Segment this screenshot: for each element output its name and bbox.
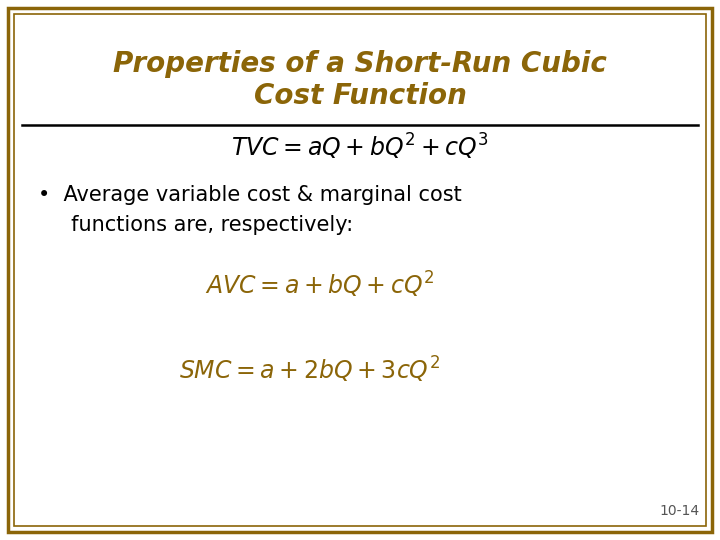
FancyBboxPatch shape — [8, 8, 712, 532]
Text: $\mathit{TVC} = \mathit{aQ} + \mathit{bQ}^2 + \mathit{cQ}^3$: $\mathit{TVC} = \mathit{aQ} + \mathit{bQ… — [231, 132, 489, 162]
Text: Properties of a Short-Run Cubic: Properties of a Short-Run Cubic — [113, 50, 607, 78]
Text: functions are, respectively:: functions are, respectively: — [38, 215, 353, 235]
Text: $\mathit{SMC} = \mathit{a} + 2\mathit{bQ} + 3\mathit{cQ}^2$: $\mathit{SMC} = \mathit{a} + 2\mathit{bQ… — [179, 355, 441, 385]
Text: •  Average variable cost & marginal cost: • Average variable cost & marginal cost — [38, 185, 462, 205]
Text: $\mathit{AVC} = \mathit{a} + \mathit{bQ} + \mathit{cQ}^2$: $\mathit{AVC} = \mathit{a} + \mathit{bQ}… — [205, 270, 435, 300]
Text: Cost Function: Cost Function — [253, 82, 467, 110]
Text: 10-14: 10-14 — [660, 504, 700, 518]
